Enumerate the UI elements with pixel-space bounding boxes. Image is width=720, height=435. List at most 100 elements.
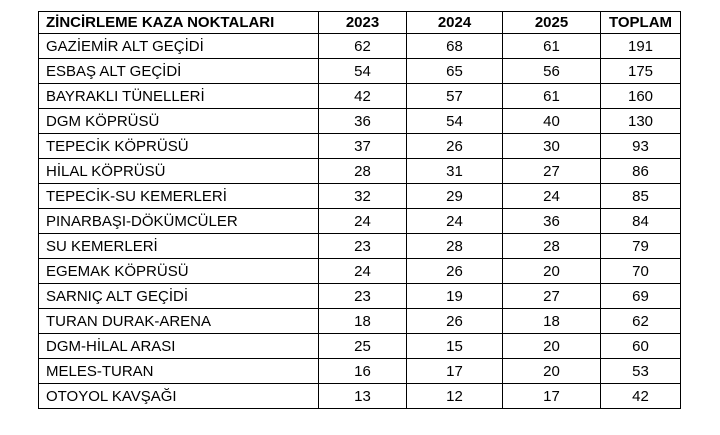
location-cell: OTOYOL KAVŞAĞI xyxy=(38,383,319,409)
column-header-locations: ZİNCİRLEME KAZA NOKTALARI xyxy=(38,11,319,34)
total-cell: 60 xyxy=(600,333,681,359)
value-2023-cell: 62 xyxy=(318,33,407,59)
table-row: GAZİEMİR ALT GEÇİDİ 62 68 61 191 xyxy=(38,33,681,59)
value-2024-cell: 31 xyxy=(406,158,503,184)
location-cell: GAZİEMİR ALT GEÇİDİ xyxy=(38,33,319,59)
value-2025-cell: 30 xyxy=(502,133,601,159)
value-2025-cell: 20 xyxy=(502,358,601,384)
table-row: ESBAŞ ALT GEÇİDİ 54 65 56 175 xyxy=(38,58,681,84)
value-2023-cell: 28 xyxy=(318,158,407,184)
value-2023-cell: 16 xyxy=(318,358,407,384)
total-cell: 175 xyxy=(600,58,681,84)
value-2024-cell: 65 xyxy=(406,58,503,84)
value-2024-cell: 15 xyxy=(406,333,503,359)
table-row: MELES-TURAN 16 17 20 53 xyxy=(38,358,681,384)
value-2025-cell: 36 xyxy=(502,208,601,234)
location-cell: SU KEMERLERİ xyxy=(38,233,319,259)
value-2025-cell: 28 xyxy=(502,233,601,259)
header-row: ZİNCİRLEME KAZA NOKTALARI 2023 2024 2025… xyxy=(38,11,681,34)
location-cell: SARNIÇ ALT GEÇİDİ xyxy=(38,283,319,309)
total-cell: 130 xyxy=(600,108,681,134)
value-2023-cell: 25 xyxy=(318,333,407,359)
value-2023-cell: 54 xyxy=(318,58,407,84)
value-2023-cell: 23 xyxy=(318,283,407,309)
column-header-2023: 2023 xyxy=(318,11,407,34)
value-2024-cell: 29 xyxy=(406,183,503,209)
value-2025-cell: 24 xyxy=(502,183,601,209)
value-2024-cell: 57 xyxy=(406,83,503,109)
value-2025-cell: 20 xyxy=(502,258,601,284)
value-2023-cell: 24 xyxy=(318,208,407,234)
value-2023-cell: 32 xyxy=(318,183,407,209)
total-cell: 191 xyxy=(600,33,681,59)
table-row: TEPECİK KÖPRÜSÜ 37 26 30 93 xyxy=(38,133,681,159)
location-cell: BAYRAKLI TÜNELLERİ xyxy=(38,83,319,109)
value-2024-cell: 24 xyxy=(406,208,503,234)
total-cell: 53 xyxy=(600,358,681,384)
value-2024-cell: 26 xyxy=(406,133,503,159)
location-cell: TEPECİK KÖPRÜSÜ xyxy=(38,133,319,159)
value-2025-cell: 61 xyxy=(502,33,601,59)
value-2025-cell: 56 xyxy=(502,58,601,84)
location-cell: DGM-HİLAL ARASI xyxy=(38,333,319,359)
total-cell: 70 xyxy=(600,258,681,284)
value-2025-cell: 61 xyxy=(502,83,601,109)
value-2025-cell: 40 xyxy=(502,108,601,134)
total-cell: 69 xyxy=(600,283,681,309)
value-2025-cell: 27 xyxy=(502,158,601,184)
location-cell: TURAN DURAK-ARENA xyxy=(38,308,319,334)
total-cell: 93 xyxy=(600,133,681,159)
value-2023-cell: 24 xyxy=(318,258,407,284)
value-2024-cell: 12 xyxy=(406,383,503,409)
value-2024-cell: 17 xyxy=(406,358,503,384)
value-2023-cell: 36 xyxy=(318,108,407,134)
location-cell: ESBAŞ ALT GEÇİDİ xyxy=(38,58,319,84)
accident-table: ZİNCİRLEME KAZA NOKTALARI 2023 2024 2025… xyxy=(38,11,681,409)
value-2024-cell: 19 xyxy=(406,283,503,309)
value-2025-cell: 27 xyxy=(502,283,601,309)
location-cell: DGM KÖPRÜSÜ xyxy=(38,108,319,134)
value-2024-cell: 26 xyxy=(406,308,503,334)
value-2023-cell: 13 xyxy=(318,383,407,409)
table-row: OTOYOL KAVŞAĞI 13 12 17 42 xyxy=(38,383,681,409)
total-cell: 86 xyxy=(600,158,681,184)
table-row: PINARBAŞI-DÖKÜMCÜLER 24 24 36 84 xyxy=(38,208,681,234)
total-cell: 84 xyxy=(600,208,681,234)
accident-table-container: ZİNCİRLEME KAZA NOKTALARI 2023 2024 2025… xyxy=(38,11,681,409)
table-row: SU KEMERLERİ 23 28 28 79 xyxy=(38,233,681,259)
total-cell: 62 xyxy=(600,308,681,334)
column-header-2025: 2025 xyxy=(502,11,601,34)
accident-table-body: GAZİEMİR ALT GEÇİDİ 62 68 61 191 ESBAŞ A… xyxy=(38,33,681,409)
table-row: BAYRAKLI TÜNELLERİ 42 57 61 160 xyxy=(38,83,681,109)
table-row: SARNIÇ ALT GEÇİDİ 23 19 27 69 xyxy=(38,283,681,309)
value-2025-cell: 18 xyxy=(502,308,601,334)
value-2023-cell: 23 xyxy=(318,233,407,259)
total-cell: 160 xyxy=(600,83,681,109)
total-cell: 42 xyxy=(600,383,681,409)
accident-table-header: ZİNCİRLEME KAZA NOKTALARI 2023 2024 2025… xyxy=(38,11,681,34)
location-cell: MELES-TURAN xyxy=(38,358,319,384)
table-row: HİLAL KÖPRÜSÜ 28 31 27 86 xyxy=(38,158,681,184)
table-row: EGEMAK KÖPRÜSÜ 24 26 20 70 xyxy=(38,258,681,284)
table-row: DGM KÖPRÜSÜ 36 54 40 130 xyxy=(38,108,681,134)
value-2023-cell: 18 xyxy=(318,308,407,334)
table-row: TURAN DURAK-ARENA 18 26 18 62 xyxy=(38,308,681,334)
location-cell: TEPECİK-SU KEMERLERİ xyxy=(38,183,319,209)
column-header-total: TOPLAM xyxy=(600,11,681,34)
location-cell: EGEMAK KÖPRÜSÜ xyxy=(38,258,319,284)
value-2023-cell: 42 xyxy=(318,83,407,109)
value-2023-cell: 37 xyxy=(318,133,407,159)
table-row: TEPECİK-SU KEMERLERİ 32 29 24 85 xyxy=(38,183,681,209)
total-cell: 79 xyxy=(600,233,681,259)
value-2024-cell: 54 xyxy=(406,108,503,134)
total-cell: 85 xyxy=(600,183,681,209)
value-2024-cell: 26 xyxy=(406,258,503,284)
location-cell: HİLAL KÖPRÜSÜ xyxy=(38,158,319,184)
value-2024-cell: 28 xyxy=(406,233,503,259)
value-2024-cell: 68 xyxy=(406,33,503,59)
value-2025-cell: 17 xyxy=(502,383,601,409)
column-header-2024: 2024 xyxy=(406,11,503,34)
location-cell: PINARBAŞI-DÖKÜMCÜLER xyxy=(38,208,319,234)
table-row: DGM-HİLAL ARASI 25 15 20 60 xyxy=(38,333,681,359)
value-2025-cell: 20 xyxy=(502,333,601,359)
